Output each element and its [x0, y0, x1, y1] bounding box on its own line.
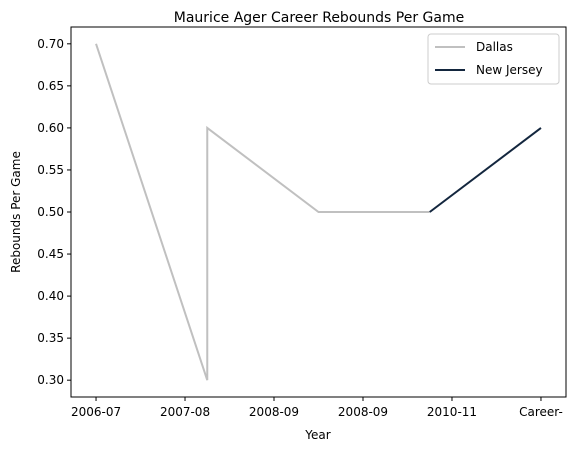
series-layer [95, 43, 542, 381]
y-tick-label: 0.60 [37, 121, 64, 135]
y-axis-ticks: 0.30 0.35 0.40 0.45 0.50 0.55 0.60 0.65 0.70 [37, 37, 71, 387]
x-axis-title: Year [304, 428, 330, 442]
y-tick-label: 0.70 [37, 37, 64, 51]
y-tick-label: 0.30 [37, 373, 64, 387]
x-tick-label: 2006-07 [71, 405, 121, 419]
y-tick-label: 0.45 [37, 247, 64, 261]
x-axis-ticks: 2006-07 2007-08 2008-09 2008-09 2010-11 Caree… [71, 397, 563, 419]
legend-label-new-jersey: New Jersey [476, 63, 543, 77]
series-line-new-jersey [429, 127, 542, 213]
y-tick-label: 0.65 [37, 79, 64, 93]
x-tick-label: 2007-08 [160, 405, 210, 419]
plot-area-frame [70, 26, 567, 398]
series-line-dallas [95, 43, 430, 381]
y-tick-label: 0.40 [37, 289, 64, 303]
x-tick-label: 2008-09 [338, 405, 388, 419]
y-tick-label: 0.50 [37, 205, 64, 219]
y-axis-title: Rebounds Per Game [9, 151, 23, 273]
legend-label-dallas: Dallas [476, 40, 513, 54]
x-tick-label: 2010-11 [427, 405, 477, 419]
x-tick-label: 2008-09 [249, 405, 299, 419]
legend: Dallas New Jersey [427, 33, 560, 85]
x-tick-label: Career- [519, 405, 563, 419]
chart-title: Maurice Ager Career Rebounds Per Game [174, 10, 464, 26]
y-tick-label: 0.55 [37, 163, 64, 177]
y-tick-label: 0.35 [37, 331, 64, 345]
